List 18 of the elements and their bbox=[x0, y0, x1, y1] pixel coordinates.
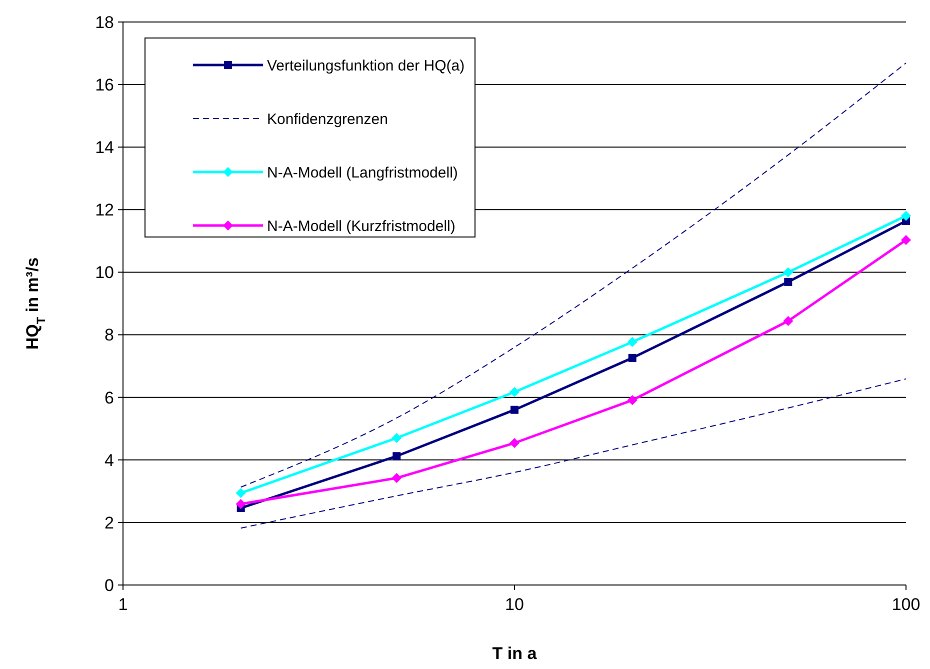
y-tick-label: 2 bbox=[104, 513, 114, 532]
y-tick-label: 16 bbox=[95, 76, 114, 95]
y-tick-label: 14 bbox=[95, 138, 114, 158]
y-tick-label: 6 bbox=[104, 388, 114, 408]
legend-label: Verteilungsfunktion der HQ(a) bbox=[267, 57, 465, 74]
y-tick-label: 0 bbox=[104, 576, 114, 595]
x-axis-title: T in a bbox=[492, 644, 538, 663]
x-tick-label: 10 bbox=[505, 595, 524, 614]
x-tick-label: 1 bbox=[118, 595, 128, 614]
legend-label: N-A-Modell (Kurzfristmodell) bbox=[267, 218, 456, 235]
y-tick-label: 12 bbox=[95, 200, 114, 220]
legend-label: N-A-Modell (Langfristmodell) bbox=[267, 164, 458, 182]
y-tick-label: 8 bbox=[104, 326, 114, 345]
y-tick-label: 18 bbox=[95, 12, 114, 32]
x-tick-label: 100 bbox=[892, 595, 920, 614]
y-tick-label: 10 bbox=[95, 263, 114, 282]
legend-label: Konfidenzgrenzen bbox=[267, 110, 388, 128]
y-tick-label: 4 bbox=[104, 450, 114, 470]
